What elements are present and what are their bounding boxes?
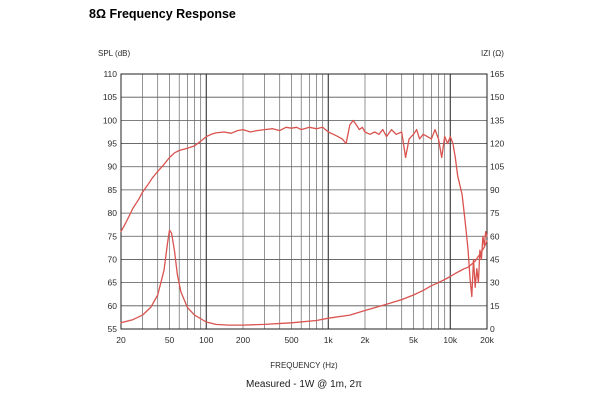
- y-right-tick-label: 90: [490, 185, 500, 195]
- x-tick-label: 10k: [443, 335, 457, 345]
- series-lines: [120, 119, 488, 326]
- y-right-tick-label: 135: [490, 115, 504, 125]
- x-tick-label: 5k: [409, 335, 419, 345]
- x-tick-label: 20: [116, 335, 126, 345]
- chart-grid: [120, 73, 488, 330]
- impedance-line: [120, 229, 488, 326]
- y-axis-right-title: IZI (Ω): [481, 49, 504, 58]
- y-left-tick-label: 95: [108, 139, 118, 149]
- x-tick-labels: 20 50 100 200 500 1k 2k 5k 10k 20k: [116, 335, 494, 345]
- page-title: 8Ω Frequency Response: [89, 7, 236, 21]
- x-tick-label: 500: [284, 335, 298, 345]
- y-axis-left-title: SPL (dB): [98, 49, 130, 58]
- chart-caption: Measured - 1W @ 1m, 2π: [246, 379, 362, 390]
- spl-line: [120, 119, 488, 298]
- x-axis-title: FREQUENCY (Hz): [270, 361, 338, 370]
- y-right-tick-label: 15: [490, 301, 500, 311]
- x-tick-label: 50: [165, 335, 175, 345]
- y-right-tick-label: 105: [490, 162, 504, 172]
- y-right-tick-label: 45: [490, 254, 500, 264]
- left-tick-labels: 110 105 100 95 90 85 80 75 70 65 60 55: [103, 69, 117, 334]
- x-tick-label: 200: [236, 335, 250, 345]
- y-left-tick-label: 105: [103, 92, 117, 102]
- y-left-tick-label: 70: [108, 254, 118, 264]
- y-left-tick-label: 55: [108, 324, 118, 334]
- y-left-tick-label: 100: [103, 115, 117, 125]
- y-right-tick-label: 120: [490, 139, 504, 149]
- x-tick-label: 2k: [361, 335, 371, 345]
- y-left-tick-label: 65: [108, 278, 118, 288]
- y-left-tick-label: 60: [108, 301, 118, 311]
- x-tick-label: 1k: [324, 335, 334, 345]
- y-left-tick-label: 75: [108, 231, 118, 241]
- y-left-tick-label: 90: [108, 162, 118, 172]
- x-tick-label: 20k: [480, 335, 494, 345]
- y-right-tick-label: 30: [490, 278, 500, 288]
- y-left-tick-label: 110: [103, 69, 117, 79]
- y-right-tick-label: 165: [490, 69, 504, 79]
- y-right-tick-label: 150: [490, 92, 504, 102]
- y-right-tick-label: 60: [490, 231, 500, 241]
- y-right-tick-label: 75: [490, 208, 500, 218]
- y-right-tick-label: 0: [490, 324, 495, 334]
- x-tick-label: 100: [199, 335, 213, 345]
- y-left-tick-label: 80: [108, 208, 118, 218]
- y-left-tick-label: 85: [108, 185, 118, 195]
- plot-frame: [120, 73, 488, 330]
